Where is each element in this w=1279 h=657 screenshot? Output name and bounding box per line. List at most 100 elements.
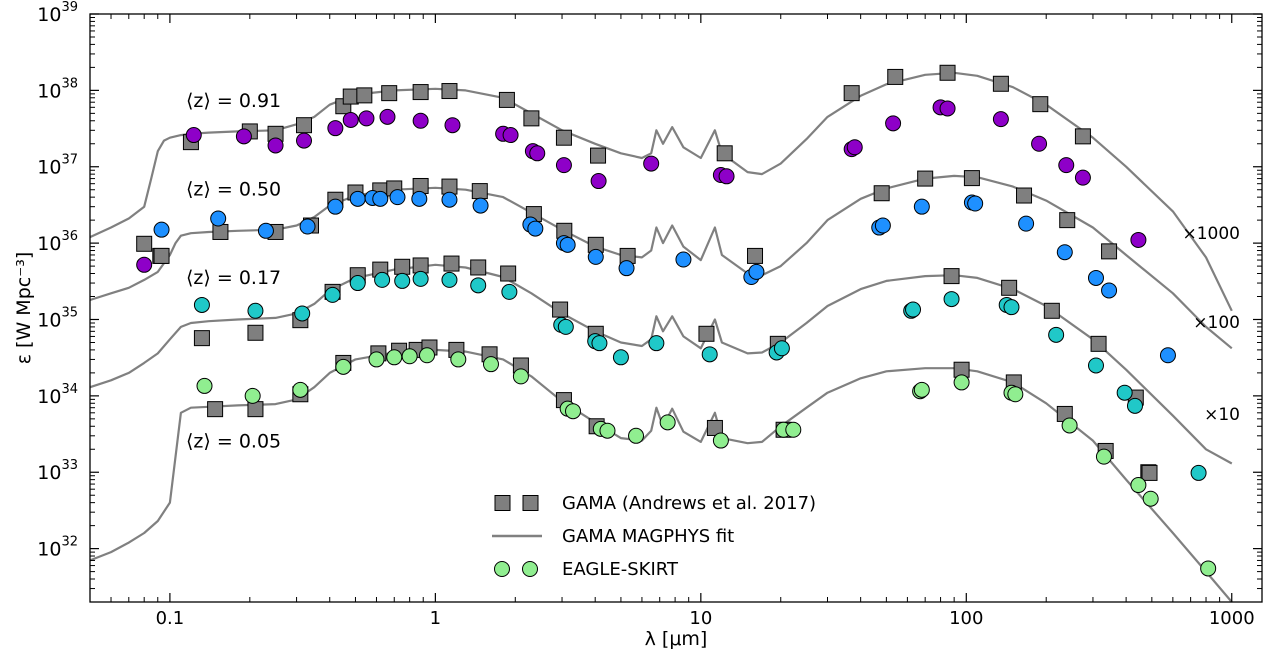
y-tick-label: 1038	[37, 76, 78, 102]
fit-line	[89, 174, 1233, 350]
plot-frame	[89, 13, 1263, 603]
y-tick-label: 1033	[37, 458, 78, 484]
eagle-circle-point	[785, 421, 802, 438]
eagle-circle-point	[379, 108, 396, 125]
eagle-circle-point	[555, 157, 572, 174]
eagle-circle-point	[444, 117, 461, 134]
annotation-label: ×1000	[1182, 224, 1240, 244]
eagle-circle-point	[358, 110, 375, 127]
gama-square-point	[716, 145, 733, 162]
gama-square-point	[381, 85, 398, 102]
gama-square-point	[943, 268, 960, 285]
gama-square-point	[963, 170, 980, 187]
eagle-circle-point	[612, 349, 629, 366]
annotation-label: ⟨z⟩ = 0.17	[186, 267, 281, 289]
gama-square-point	[698, 325, 715, 342]
gama-square-point	[843, 85, 860, 102]
gama-square-point	[394, 258, 411, 275]
eagle-circle-point	[1058, 157, 1075, 174]
gama-square-point	[552, 301, 569, 318]
eagle-circle-point	[939, 100, 956, 117]
eagle-circle-point	[913, 381, 930, 398]
gama-square-point	[296, 117, 313, 134]
eagle-circle-point	[1142, 490, 1159, 507]
gama-square-point	[873, 185, 890, 202]
gama-square-point	[412, 257, 429, 274]
eagle-circle-point	[648, 335, 665, 352]
eagle-circle-point	[327, 198, 344, 215]
eagle-circle-point	[470, 277, 487, 294]
x-tick-label: 10	[689, 608, 712, 629]
eagle-circle-point	[557, 318, 574, 335]
eagle-circle-point	[394, 272, 411, 289]
gama-square-point	[747, 247, 764, 264]
legend-label: GAMA MAGPHYS fit	[562, 526, 734, 547]
eagle-circle-point	[1126, 397, 1143, 414]
eagle-circle-point	[1116, 384, 1133, 401]
eagle-circle-point	[368, 351, 385, 368]
eagle-circle-point	[441, 191, 458, 208]
eagle-circle-point	[1087, 269, 1104, 286]
axes-layer: 0.1 1 10 100 1000 1032 1033 1034 1035 1036 1037 103…	[37, 0, 1262, 629]
eagle-circle-point	[967, 195, 984, 212]
eagle-circle-point	[1130, 231, 1147, 248]
eagle-circle-point	[185, 127, 202, 144]
eagle-circle-point	[267, 137, 284, 154]
eagle-circle-point	[136, 256, 153, 273]
gama-square-point	[555, 129, 572, 146]
gama-square-point	[471, 183, 488, 200]
eagle-circle-point	[1190, 464, 1207, 481]
x-tick-label: 1000	[1209, 608, 1255, 629]
eagle-circle-point	[210, 210, 227, 227]
gama-square-point	[356, 87, 373, 104]
eagle-circle-point	[618, 260, 635, 277]
y-tick-label: 1035	[37, 305, 78, 331]
eagle-circle-point	[1200, 560, 1217, 577]
eagle-circle-point	[296, 132, 313, 149]
eagle-circle-point	[1159, 347, 1176, 364]
gama-square-point	[500, 265, 517, 282]
eagle-circle-point	[599, 422, 616, 439]
eagle-circle-point	[712, 432, 729, 449]
eagle-circle-point	[565, 403, 582, 420]
gama-square-point	[1043, 302, 1060, 319]
eagle-circle-point	[386, 349, 403, 366]
gama-square-point	[193, 330, 210, 347]
gama-square-point	[1101, 243, 1118, 260]
gama-square-point	[939, 64, 956, 81]
eagle-circle-point	[874, 217, 891, 234]
gama-square-point	[342, 88, 359, 105]
eagle-circle-point	[327, 120, 344, 137]
eagle-circle-point	[846, 139, 863, 156]
eagle-circle-point	[885, 115, 902, 132]
gama-square-point	[470, 259, 487, 276]
eagle-circle-point	[1003, 299, 1020, 316]
gama-square-point	[1032, 96, 1049, 113]
eagle-circle-point	[953, 374, 970, 391]
eagle-circle-point	[257, 222, 274, 239]
eagle-circle-point	[992, 111, 1009, 128]
eagle-circle-point	[590, 173, 607, 190]
eagle-circle-point	[196, 377, 213, 394]
gama-square-point	[412, 84, 429, 101]
annotation-label: ×100	[1193, 313, 1240, 333]
y-axis-label: ε [W Mpc⁻³]	[13, 252, 35, 365]
eagle-circle-point	[1130, 477, 1147, 494]
eagle-circle-point	[529, 145, 546, 162]
eagle-circle-point	[1095, 448, 1112, 465]
x-tick-label: 100	[949, 608, 983, 629]
eagle-circle-point	[235, 128, 252, 145]
gama-square-point	[1001, 279, 1018, 296]
eagle-circle-point	[591, 335, 608, 352]
eagle-circle-point	[412, 112, 429, 129]
eagle-circle-point	[748, 263, 765, 280]
x-tick-label: 1	[430, 608, 441, 629]
eagle-circle-point	[1031, 135, 1048, 152]
gama-square-point	[1074, 128, 1091, 145]
eagle-circle-point	[773, 340, 790, 357]
eagle-circle-point	[153, 221, 170, 238]
eagle-circle-point	[324, 286, 341, 303]
y-tick-label: 1036	[37, 229, 78, 255]
eagle-circle-point	[701, 346, 718, 363]
